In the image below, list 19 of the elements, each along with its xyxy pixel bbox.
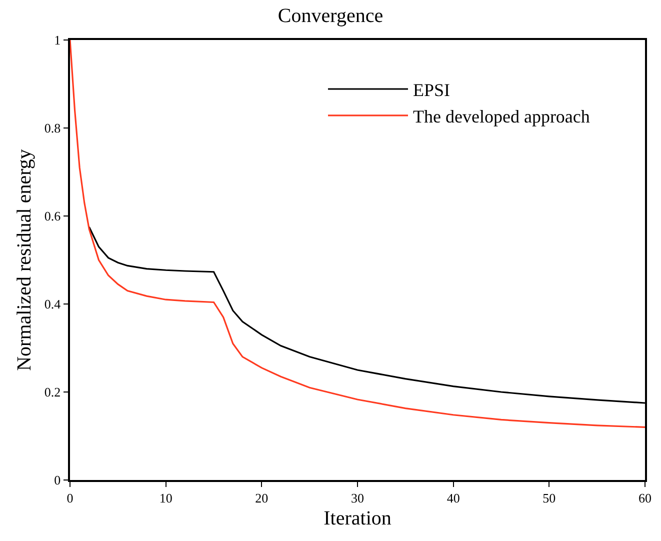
y-tick-label: 0.2 <box>44 384 61 400</box>
x-axis-title: Iteration <box>324 507 392 530</box>
legend-label: The developed approach <box>413 106 590 126</box>
y-tick-label: 1 <box>54 32 61 48</box>
line-series <box>70 40 645 428</box>
y-tick-label: 0.8 <box>44 120 61 136</box>
y-axis-title: Normalized residual energy <box>13 149 36 371</box>
y-tick-label: 0.6 <box>44 208 62 224</box>
legend-label: EPSI <box>413 80 450 100</box>
x-tick-label: 60 <box>638 490 652 506</box>
x-tick-label: 10 <box>159 490 172 506</box>
x-tick-label: 20 <box>255 490 268 506</box>
chart-title: Convergence <box>278 5 384 28</box>
x-tick-label: 50 <box>542 490 556 506</box>
x-tick-label: 40 <box>446 490 460 506</box>
y-tick-label: 0 <box>54 472 61 488</box>
x-tick-label: 0 <box>66 490 74 506</box>
x-tick-label: 30 <box>351 490 364 506</box>
y-tick-label: 0.4 <box>44 296 62 312</box>
